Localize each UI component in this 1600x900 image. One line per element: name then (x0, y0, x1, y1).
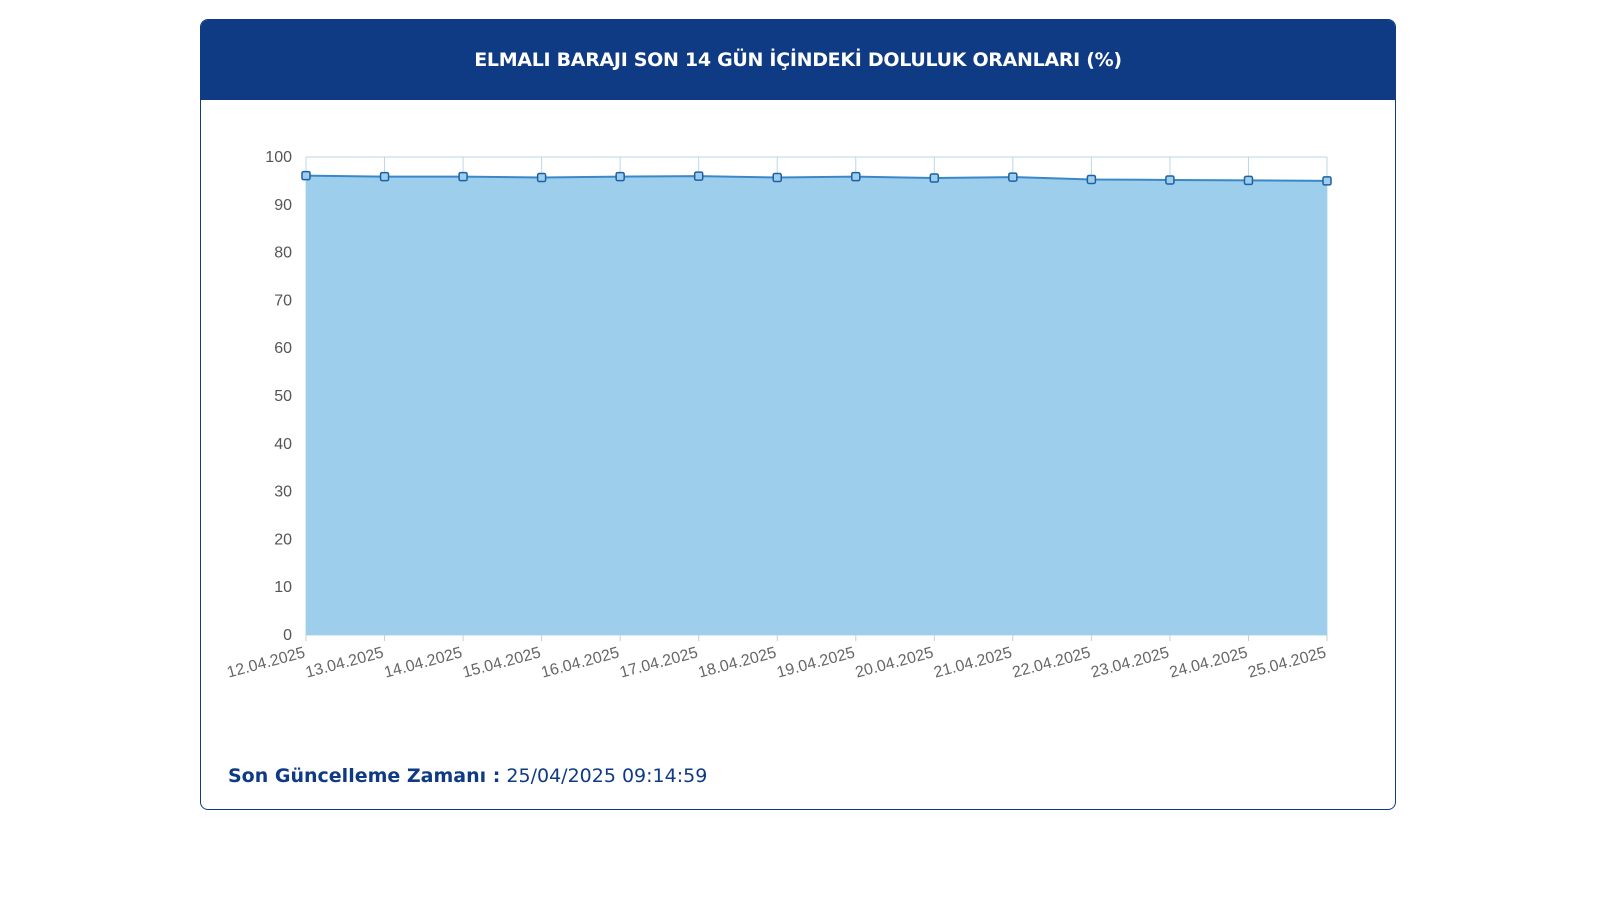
last-update: Son Güncelleme Zamanı : 25/04/2025 09:14… (228, 765, 707, 787)
area-layer (306, 175, 1327, 635)
y-tick-label: 100 (265, 149, 292, 166)
x-tick-label: 13.04.2025 (304, 644, 386, 681)
x-tick-label: 23.04.2025 (1089, 644, 1171, 681)
y-tick-label: 40 (274, 436, 292, 453)
x-tick-label: 22.04.2025 (1011, 644, 1093, 681)
data-point-marker (1243, 175, 1254, 186)
marker-layer (301, 170, 1332, 186)
data-point-marker (615, 171, 625, 182)
x-tick-label: 17.04.2025 (618, 644, 700, 681)
data-point-marker (301, 170, 311, 181)
data-point-marker (929, 173, 940, 183)
x-tick-label: 15.04.2025 (461, 644, 543, 681)
area-fill (306, 175, 1327, 635)
card-header: ELMALI BARAJI SON 14 GÜN İÇİNDEKİ DOLULU… (201, 20, 1395, 100)
data-point-marker (1165, 175, 1175, 185)
y-tick-label: 0 (283, 627, 292, 644)
y-tick-label: 20 (274, 531, 292, 548)
x-tick-label: 24.04.2025 (1168, 644, 1250, 681)
y-axis: 0 10 20 30 40 50 60 70 80 90 100 (265, 149, 292, 644)
chart-card: ELMALI BARAJI SON 14 GÜN İÇİNDEKİ DOLULU… (200, 19, 1396, 810)
y-tick-label: 50 (274, 388, 292, 405)
data-point-marker (379, 171, 390, 182)
x-tick-label: 12.04.2025 (225, 644, 307, 681)
chart-title: ELMALI BARAJI SON 14 GÜN İÇİNDEKİ DOLULU… (474, 49, 1122, 71)
y-tick-label: 80 (274, 245, 292, 262)
x-tick-label: 14.04.2025 (382, 644, 464, 681)
data-point-marker (1086, 174, 1097, 185)
series-line (305, 174, 1328, 182)
data-point-marker (772, 172, 782, 183)
y-tick-label: 70 (274, 292, 292, 309)
y-tick-label: 30 (274, 484, 292, 501)
data-point-marker (693, 171, 704, 181)
fill-rate-chart: 0 10 20 30 40 50 60 70 80 90 100 12.04.202513.04.2… (225, 149, 1332, 682)
x-axis: 12.04.202513.04.202514.04.202515.04.2025… (225, 644, 1328, 681)
line-layer (305, 174, 1328, 182)
x-tick-label: 20.04.2025 (854, 644, 936, 681)
x-tick-label: 25.04.2025 (1246, 644, 1328, 681)
last-update-value: 25/04/2025 09:14:59 (506, 765, 708, 787)
x-tick-label: 18.04.2025 (697, 644, 779, 681)
x-tick-label: 21.04.2025 (932, 644, 1014, 681)
data-point-marker (851, 171, 861, 182)
y-tick-label: 10 (274, 579, 292, 596)
x-tick-label: 19.04.2025 (775, 644, 857, 681)
y-tick-label: 90 (274, 197, 292, 214)
y-tick-label: 60 (274, 340, 292, 357)
data-point-marker (1322, 176, 1332, 186)
data-point-marker (1008, 172, 1018, 182)
last-update-label: Son Güncelleme Zamanı : (228, 765, 501, 787)
data-point-marker (458, 171, 468, 182)
data-point-marker (536, 172, 547, 183)
x-tick-label: 16.04.2025 (539, 644, 621, 681)
